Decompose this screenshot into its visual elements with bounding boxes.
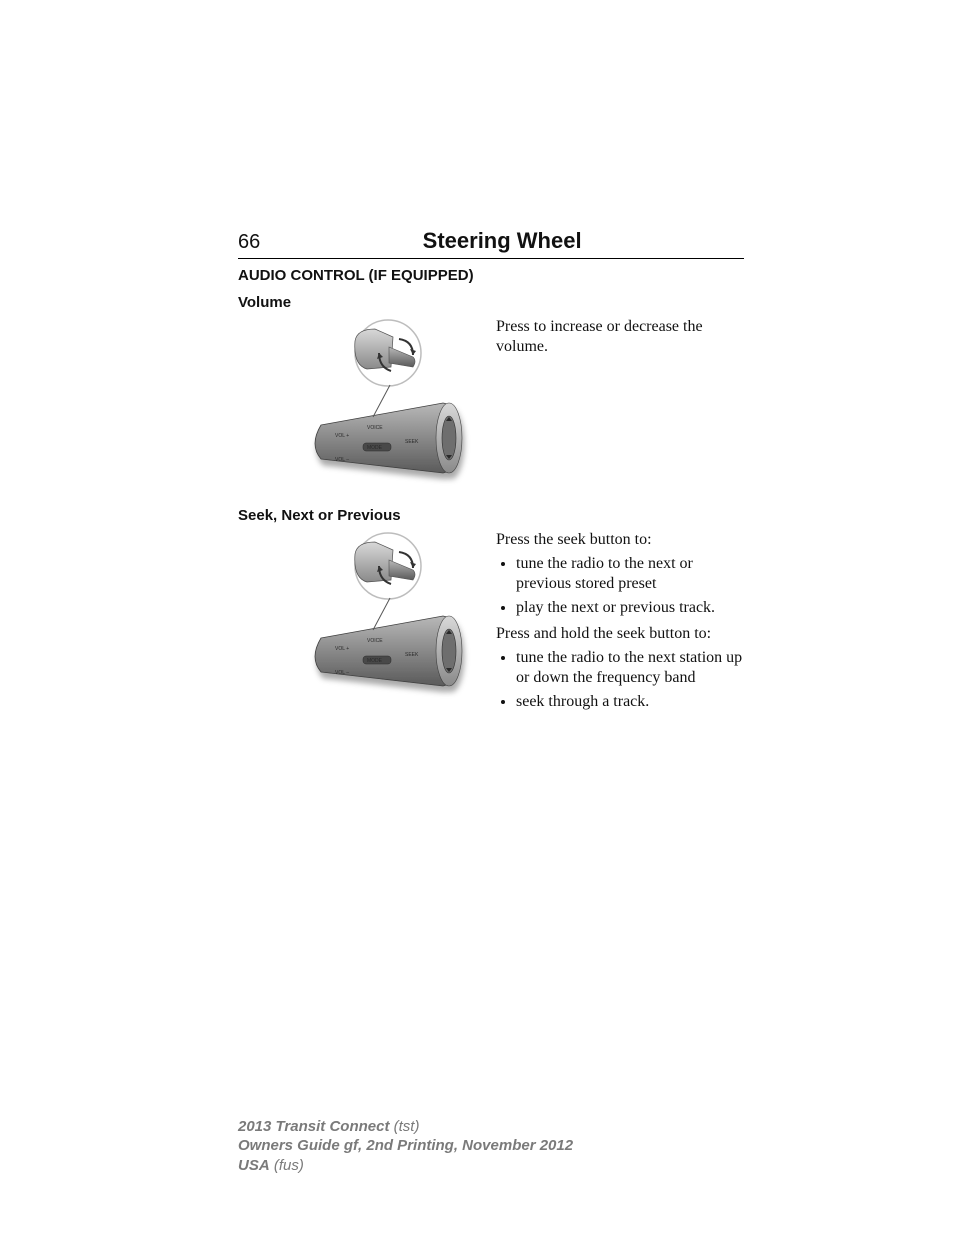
bullet-list: tune the radio to the next or previous s… — [496, 554, 744, 618]
footer-guide: Owners Guide gf, 2nd Printing, November … — [238, 1137, 573, 1154]
bullet-item: seek through a track. — [516, 692, 744, 712]
zoom-callout — [355, 533, 421, 630]
svg-text:SEEK: SEEK — [405, 439, 419, 445]
bullet-list: tune the radio to the next station up or… — [496, 648, 744, 712]
page-header: 66 Steering Wheel — [238, 228, 744, 259]
svg-text:SEEK: SEEK — [405, 652, 419, 658]
content-block: VOICE VOL + SEEK MODE VOL – Press the se… — [238, 530, 744, 718]
bullet-item: tune the radio to the next station up or… — [516, 648, 744, 688]
illustration: VOICE VOL + SEEK MODE VOL – — [238, 317, 478, 487]
svg-text:VOL –: VOL – — [335, 670, 349, 676]
content-block: VOICE VOL + SEEK MODE VOL – Press to inc… — [238, 317, 744, 487]
steering-stalk-illustration: VOICE VOL + SEEK MODE VOL – — [288, 530, 478, 700]
zoom-callout — [355, 320, 421, 417]
footer-model: 2013 Transit Connect — [238, 1118, 389, 1135]
steering-stalk-illustration: VOICE VOL + SEEK MODE VOL – — [288, 317, 478, 487]
bullet-item: play the next or previous track. — [516, 598, 744, 618]
illustration: VOICE VOL + SEEK MODE VOL – — [238, 530, 478, 700]
stalk-body: VOICE VOL + SEEK MODE VOL – — [315, 616, 462, 686]
page-number: 66 — [238, 231, 260, 254]
footer-region-code: (fus) — [274, 1157, 304, 1174]
svg-text:VOL +: VOL + — [335, 433, 349, 439]
svg-text:VOICE: VOICE — [367, 638, 383, 644]
text-column: Press to increase or decrease the volume… — [496, 317, 744, 361]
text-column: Press the seek button to: tune the radio … — [496, 530, 744, 718]
section-heading: AUDIO CONTROL (IF EQUIPPED) — [238, 267, 744, 284]
page-title: Steering Wheel — [260, 228, 744, 254]
body-text: Press the seek button to: — [496, 530, 744, 550]
footer-model-code: (tst) — [394, 1118, 420, 1135]
footer: 2013 Transit Connect (tst) Owners Guide … — [238, 1117, 573, 1176]
svg-text:MODE: MODE — [367, 445, 383, 451]
body-text: Press and hold the seek button to: — [496, 624, 744, 644]
svg-text:MODE: MODE — [367, 658, 383, 664]
body-text: Press to increase or decrease the volume… — [496, 317, 744, 357]
svg-text:VOL –: VOL – — [335, 457, 349, 463]
svg-text:VOICE: VOICE — [367, 425, 383, 431]
subsection-heading: Seek, Next or Previous — [238, 507, 744, 524]
footer-region: USA — [238, 1157, 270, 1174]
stalk-body: VOICE VOL + SEEK MODE VOL – — [315, 403, 462, 473]
subsection-heading: Volume — [238, 294, 744, 311]
svg-text:VOL +: VOL + — [335, 646, 349, 652]
bullet-item: tune the radio to the next or previous s… — [516, 554, 744, 594]
